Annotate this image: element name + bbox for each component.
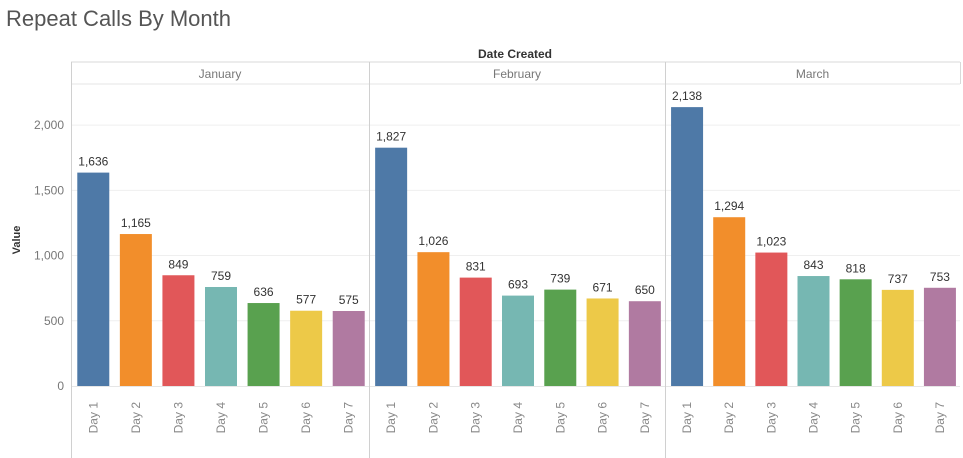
x-tick-label: Day 6 (891, 402, 905, 434)
data-label: 577 (296, 293, 316, 307)
bar (713, 217, 746, 386)
data-label: 818 (846, 261, 866, 275)
data-label: 636 (254, 285, 274, 299)
x-tick-label: Day 5 (553, 402, 567, 434)
bar (881, 289, 914, 386)
data-label: 759 (211, 269, 231, 283)
y-tick-label: 1,000 (34, 249, 64, 263)
y-tick-label: 0 (57, 379, 64, 393)
bar (502, 295, 534, 386)
x-tick-label: Day 3 (469, 402, 483, 434)
chart-title: Repeat Calls By Month (6, 6, 231, 31)
data-label: 1,294 (714, 199, 744, 213)
y-tick-label: 1,500 (34, 183, 64, 197)
x-tick-label: Day 7 (638, 402, 652, 434)
x-tick-label: Day 2 (426, 402, 440, 434)
bar (544, 289, 577, 386)
bar (247, 303, 280, 386)
x-tick-label: Day 1 (680, 402, 694, 434)
x-tick-label: Day 1 (86, 402, 100, 434)
column-header: Date Created (478, 47, 552, 61)
data-label: 650 (635, 283, 655, 297)
data-label: 1,026 (418, 234, 448, 248)
bar (839, 279, 872, 386)
bar (797, 276, 830, 386)
bar (586, 298, 619, 386)
x-tick-label: Day 4 (511, 402, 525, 434)
panel-header-january: January (199, 67, 242, 81)
bar (375, 147, 408, 386)
x-tick-label: Day 2 (129, 402, 143, 434)
bar (671, 107, 704, 387)
x-tick-label: Day 5 (257, 402, 271, 434)
bar (417, 252, 450, 386)
data-label: 753 (930, 270, 950, 284)
x-tick-label: Day 6 (299, 402, 313, 434)
bar (77, 172, 110, 386)
x-tick-label: Day 2 (722, 402, 736, 434)
bar (290, 310, 323, 386)
x-tick-label: Day 4 (214, 402, 228, 434)
y-tick-label: 500 (44, 314, 64, 328)
bar (332, 310, 365, 386)
panel-header-march: March (796, 67, 829, 81)
x-tick-label: Day 3 (764, 402, 778, 434)
data-label: 1,827 (376, 130, 406, 144)
bar (628, 301, 661, 386)
x-tick-label: Day 1 (384, 402, 398, 434)
bar (459, 277, 492, 386)
bar (162, 275, 195, 386)
y-axis-label: Value (11, 226, 23, 255)
data-label: 831 (466, 260, 486, 274)
bar (923, 287, 956, 386)
data-label: 843 (803, 258, 823, 272)
x-tick-label: Day 7 (342, 402, 356, 434)
data-label: 2,138 (672, 89, 702, 103)
x-tick-label: Day 6 (596, 402, 610, 434)
bar (205, 286, 237, 386)
data-label: 739 (550, 272, 570, 286)
x-tick-label: Day 7 (933, 402, 947, 434)
panel-header-february: February (493, 67, 541, 81)
y-tick-label: 2,000 (34, 118, 64, 132)
x-tick-label: Day 4 (807, 402, 821, 434)
bar (755, 252, 788, 386)
data-label: 575 (339, 293, 359, 307)
data-label: 849 (168, 257, 188, 271)
data-label: 1,636 (78, 155, 108, 169)
data-label: 737 (888, 272, 908, 286)
data-label: 671 (593, 280, 613, 294)
x-tick-label: Day 5 (849, 402, 863, 434)
x-tick-label: Day 3 (171, 402, 185, 434)
data-label: 1,165 (121, 216, 151, 230)
bar (119, 234, 152, 386)
data-label: 1,023 (756, 235, 786, 249)
data-label: 693 (508, 278, 528, 292)
